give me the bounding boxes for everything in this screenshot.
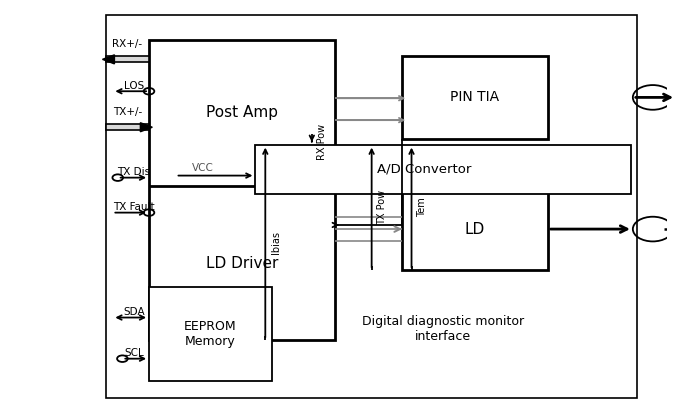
- Text: RX+/-: RX+/-: [112, 39, 142, 49]
- Text: LD: LD: [464, 221, 485, 236]
- Polygon shape: [140, 123, 152, 132]
- Bar: [149, 40, 335, 340]
- Text: SDA: SDA: [123, 307, 145, 317]
- Text: SCL: SCL: [124, 348, 144, 358]
- Text: Post Amp: Post Amp: [206, 106, 278, 121]
- Text: VCC: VCC: [192, 163, 214, 173]
- Polygon shape: [106, 56, 149, 63]
- Text: TX Pow: TX Pow: [377, 190, 387, 225]
- Text: Digital diagnostic monitor
interface: Digital diagnostic monitor interface: [362, 315, 524, 343]
- Polygon shape: [106, 124, 149, 131]
- Text: RX Pow: RX Pow: [317, 123, 327, 160]
- Text: TX Fault: TX Fault: [113, 202, 155, 212]
- Bar: [401, 56, 548, 138]
- Text: Tem: Tem: [417, 198, 427, 217]
- Text: LD Driver: LD Driver: [206, 256, 278, 271]
- Text: LOS: LOS: [124, 81, 144, 91]
- Bar: [255, 194, 631, 381]
- Text: TX Dis: TX Dis: [118, 167, 150, 177]
- Text: EEPROM
Memory: EEPROM Memory: [184, 320, 237, 348]
- Text: TX+/-: TX+/-: [113, 107, 142, 117]
- Bar: [401, 188, 548, 270]
- Text: A/D Convertor: A/D Convertor: [377, 163, 471, 176]
- Bar: [149, 286, 272, 381]
- Text: PIN TIA: PIN TIA: [450, 90, 499, 104]
- Polygon shape: [102, 55, 114, 64]
- Text: Ibias: Ibias: [271, 231, 281, 254]
- Bar: [106, 15, 638, 398]
- Bar: [255, 145, 631, 194]
